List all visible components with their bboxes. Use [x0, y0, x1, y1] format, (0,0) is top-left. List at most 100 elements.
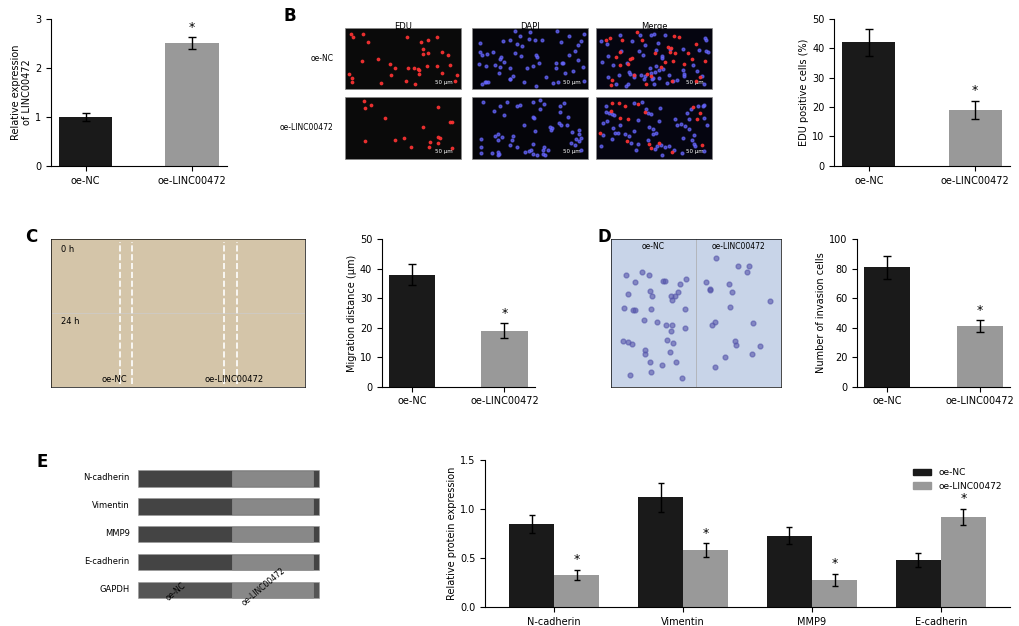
Text: 50 μm: 50 μm	[686, 80, 703, 85]
Point	[641, 270, 657, 280]
FancyBboxPatch shape	[472, 28, 588, 90]
FancyBboxPatch shape	[231, 471, 313, 486]
Point	[653, 360, 669, 370]
Point	[662, 290, 679, 300]
FancyBboxPatch shape	[595, 97, 711, 158]
Point	[663, 319, 680, 329]
Point	[643, 367, 659, 377]
Bar	[165, 43, 218, 166]
Point	[654, 276, 671, 286]
Point	[656, 276, 673, 286]
Point	[658, 335, 675, 345]
Y-axis label: EDU positive cells (%): EDU positive cells (%)	[799, 39, 808, 146]
Point	[743, 349, 759, 359]
Point	[760, 295, 776, 305]
Point	[701, 284, 717, 294]
Text: GAPDH: GAPDH	[99, 585, 129, 594]
Point	[642, 304, 658, 314]
Point	[703, 320, 719, 330]
Point	[741, 260, 757, 270]
Text: EDU: EDU	[393, 22, 412, 31]
Text: 50 μm: 50 μm	[435, 80, 452, 85]
Text: *: *	[975, 304, 982, 317]
Point	[668, 287, 685, 297]
FancyBboxPatch shape	[139, 470, 319, 486]
FancyBboxPatch shape	[231, 555, 313, 570]
Point	[641, 357, 657, 367]
Point	[624, 339, 640, 349]
Bar	[863, 267, 910, 386]
Point	[648, 317, 664, 327]
Text: E: E	[37, 453, 48, 471]
Point	[677, 323, 693, 333]
FancyBboxPatch shape	[139, 498, 319, 515]
Text: oe-NC: oe-NC	[164, 581, 187, 603]
Text: 50 μm: 50 μm	[435, 149, 452, 154]
Bar	[553, 575, 599, 607]
Bar	[388, 275, 435, 386]
Text: oe-LINC00472: oe-LINC00472	[240, 566, 287, 607]
Y-axis label: Number of invasion cells: Number of invasion cells	[815, 253, 825, 373]
Point	[633, 267, 649, 277]
Text: *: *	[971, 85, 977, 98]
Text: E-cadherin: E-cadherin	[85, 557, 129, 566]
FancyBboxPatch shape	[139, 582, 319, 598]
Text: oe-LINC00472: oe-LINC00472	[279, 123, 333, 132]
Text: oe-NC: oe-NC	[641, 242, 664, 252]
Bar	[940, 517, 985, 607]
Text: *: *	[959, 493, 966, 505]
Text: D: D	[597, 228, 610, 245]
Point	[702, 285, 718, 295]
Text: oe-NC: oe-NC	[310, 54, 333, 63]
Point	[726, 336, 742, 346]
Point	[677, 304, 693, 314]
Y-axis label: Migration distance (μm): Migration distance (μm)	[346, 254, 357, 372]
Text: *: *	[189, 21, 195, 34]
Point	[697, 277, 713, 287]
Point	[720, 279, 737, 289]
Bar	[811, 580, 856, 607]
Text: C: C	[25, 228, 38, 245]
FancyBboxPatch shape	[231, 527, 313, 541]
Y-axis label: Relative expression
of LINC00472: Relative expression of LINC00472	[10, 44, 33, 140]
Y-axis label: Relative protein expression: Relative protein expression	[447, 467, 457, 600]
Text: *: *	[830, 557, 837, 570]
Point	[745, 318, 761, 328]
Point	[661, 347, 678, 357]
Text: *: *	[573, 553, 579, 567]
Point	[615, 303, 632, 313]
Text: B: B	[283, 7, 296, 25]
Point	[657, 320, 674, 330]
Bar	[637, 498, 683, 607]
Bar	[842, 43, 895, 166]
Point	[662, 326, 679, 336]
Point	[626, 304, 642, 314]
Point	[674, 373, 690, 383]
Text: *: *	[500, 307, 507, 320]
Point	[636, 345, 652, 355]
FancyBboxPatch shape	[472, 97, 588, 158]
FancyBboxPatch shape	[344, 28, 461, 90]
Point	[727, 340, 743, 350]
Bar	[59, 117, 112, 166]
Point	[716, 352, 733, 362]
Point	[636, 349, 652, 359]
Bar	[766, 536, 811, 607]
Point	[730, 261, 746, 271]
Point	[721, 302, 738, 312]
Point	[663, 295, 680, 305]
Point	[622, 371, 638, 381]
FancyBboxPatch shape	[344, 97, 461, 158]
Point	[677, 274, 693, 284]
FancyBboxPatch shape	[139, 554, 319, 570]
Point	[666, 357, 683, 367]
Bar	[948, 110, 1001, 166]
Bar	[508, 524, 553, 607]
Point	[643, 292, 659, 302]
Text: 50 μm: 50 μm	[562, 149, 580, 154]
Point	[627, 277, 643, 287]
Bar	[956, 326, 1002, 386]
Point	[666, 291, 683, 301]
Point	[664, 338, 681, 348]
Point	[618, 270, 634, 280]
